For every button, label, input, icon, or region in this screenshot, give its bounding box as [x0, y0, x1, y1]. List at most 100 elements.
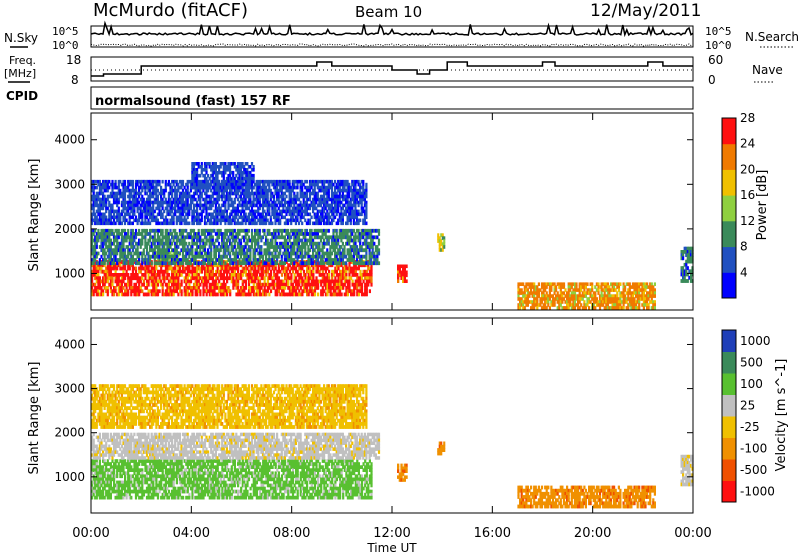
velocity-colorbar-tick: 1000 [740, 334, 771, 348]
colorbar-swatch [722, 143, 736, 170]
region-2 [91, 228, 381, 266]
ytick-label: 4000 [54, 133, 85, 147]
power-colorbar-tick: 4 [740, 265, 748, 279]
time-tick-label: 16:00 [474, 526, 511, 541]
cpid-label: CPID [6, 89, 38, 103]
velocity-yticks: 1000 2000 3000 4000 [54, 337, 693, 484]
freq-tick-top: 18 [66, 53, 81, 67]
colorbar-swatch [722, 351, 736, 374]
colorbar-swatch [722, 394, 736, 417]
region-5 [517, 485, 656, 509]
noise-sky-label: N.Sky [4, 31, 38, 45]
region-0 [91, 260, 373, 297]
time-tick-label: 08:00 [273, 526, 310, 541]
nave-label: Nave [752, 63, 783, 77]
frequency-panel-frame [90, 56, 694, 82]
freq-label-line1: Freq. [9, 54, 36, 67]
time-tick-label: 04:00 [173, 526, 210, 541]
power-colorbar-tick: 16 [740, 188, 755, 202]
freq-tick-bottom: 8 [71, 73, 79, 87]
colorbar-swatch [722, 220, 736, 248]
power-colorbar-label: Power [dB] [755, 170, 770, 241]
ytick-label: 2000 [54, 222, 85, 236]
velocity-colorbar-label: Velocity [m s^-1] [774, 359, 789, 472]
region-4 [437, 441, 446, 456]
noise-panel: N.Sky 10^5 10^0 10^5 10^0 N.Search [4, 20, 799, 52]
region-1 [91, 432, 381, 460]
time-tick-label: 20:00 [574, 526, 611, 541]
cpid-program: normalsound (fast) 157 RF [95, 94, 291, 109]
power-colorbar-tick: 28 [740, 111, 755, 125]
noise-search-trace [90, 43, 694, 47]
colorbar-swatch [722, 373, 736, 395]
ytick-label: 4000 [54, 337, 85, 351]
power-colorbar-tick: 20 [740, 162, 755, 176]
frequency-panel: Freq. [MHz] 18 8 60 0 Nave [4, 53, 783, 87]
colorbar-swatch [722, 169, 736, 196]
noise-panel-frame [90, 25, 694, 48]
power-data [91, 162, 694, 310]
velocity-colorbar-tick: -25 [740, 420, 760, 434]
power-colorbar-tick: 12 [740, 214, 755, 228]
noise-search-label: N.Search [745, 30, 799, 44]
nave-tick-bottom: 0 [708, 73, 716, 87]
colorbar-swatch [722, 330, 736, 352]
region-2 [91, 384, 368, 429]
ytick-label: 3000 [54, 382, 85, 396]
velocity-colorbar-tick: -1000 [740, 484, 775, 498]
power-colorbar-tick: 8 [740, 240, 748, 254]
time-axis: 00:00 04:00 08:00 12:00 16:00 20:00 00:00 [72, 113, 712, 541]
velocity-colorbar-tick: 100 [740, 377, 763, 391]
region-7 [437, 233, 446, 252]
colorbar-swatch [722, 416, 736, 438]
noise-left-tick-top: 10^5 [52, 25, 79, 38]
velocity-ylabel: Slant Range [km] [27, 362, 42, 475]
time-tick-label: 00:00 [72, 526, 109, 541]
frequency-trace [91, 61, 693, 77]
noise-right-tick-bottom: 10^0 [705, 39, 732, 52]
velocity-colorbar-tick: -500 [740, 463, 767, 477]
colorbar-swatch [722, 118, 736, 145]
station-title: McMurdo (fitACF) [93, 0, 248, 21]
time-tick-label: 12:00 [373, 526, 410, 541]
colorbar-swatch [722, 246, 736, 273]
region-9 [680, 246, 694, 283]
velocity-colorbar-tick: 500 [740, 355, 763, 369]
velocity-panel: Slant Range [km] 1000 2000 3000 4000 [27, 317, 694, 514]
velocity-colorbar: 1000 500 100 25 -25 -100 -500 -1000 [721, 329, 775, 503]
region-3 [91, 197, 368, 226]
power-colorbar: 4 8 12 16 20 24 28 [721, 111, 755, 299]
ytick-label: 3000 [54, 177, 85, 191]
power-ylabel: Slant Range [km] [27, 159, 42, 272]
cpid-panel-frame [90, 86, 694, 110]
velocity-colorbar-tick: 25 [740, 398, 755, 412]
time-axis-label: Time UT [366, 541, 417, 554]
freq-label-line2: [MHz] [4, 67, 36, 80]
region-6 [680, 454, 694, 487]
ytick-label: 1000 [54, 266, 85, 280]
noise-sky-trace [90, 20, 694, 38]
time-tick-label: 00:00 [674, 526, 711, 541]
region-3 [397, 463, 408, 482]
colorbar-swatch [722, 459, 736, 481]
colorbar-swatch [722, 480, 736, 503]
noise-right-tick-top: 10^5 [705, 25, 732, 38]
power-yticks: 1000 2000 3000 4000 [54, 133, 693, 280]
region-0 [91, 459, 373, 500]
ytick-label: 1000 [54, 470, 85, 484]
beam-label: Beam 10 [355, 3, 422, 21]
colorbar-swatch [722, 437, 736, 460]
velocity-colorbar-tick: -100 [740, 441, 767, 455]
nave-tick-top: 60 [708, 53, 723, 67]
colorbar-swatch [722, 272, 736, 299]
noise-left-tick-bottom: 10^0 [52, 39, 79, 52]
date-label: 12/May/2011 [590, 1, 702, 21]
region-8 [517, 282, 656, 310]
power-panel: Slant Range [km] 1000 2000 3000 4000 [27, 112, 694, 311]
velocity-data [91, 384, 694, 509]
power-colorbar-tick: 24 [740, 137, 755, 151]
region-6 [397, 264, 408, 283]
colorbar-swatch [722, 195, 736, 222]
region-5 [191, 162, 255, 190]
